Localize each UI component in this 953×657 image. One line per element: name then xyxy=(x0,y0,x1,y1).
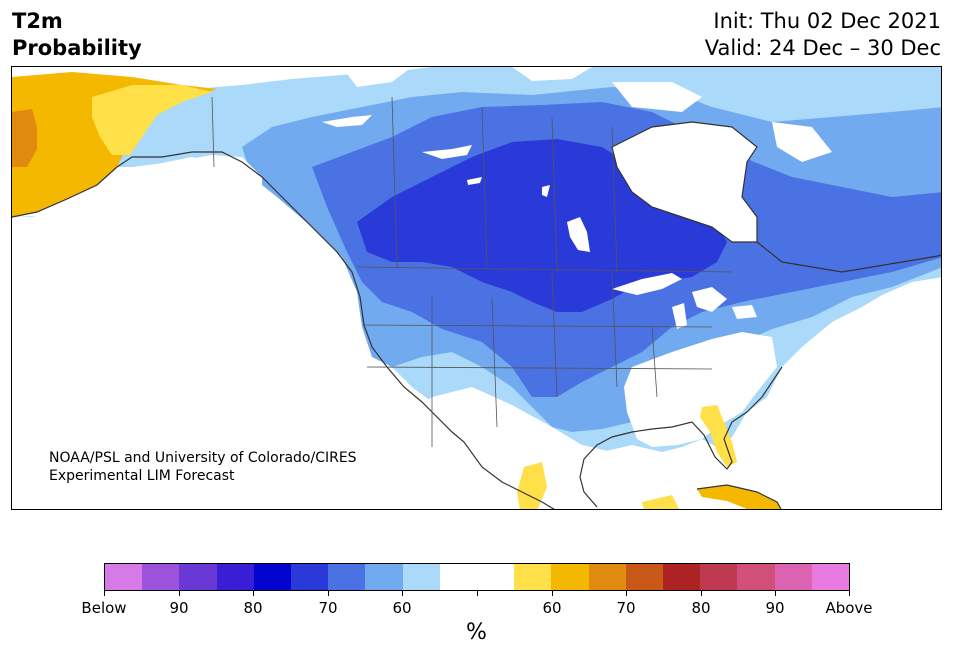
colorbar-tick-label: 70 xyxy=(318,599,338,617)
probability-map xyxy=(11,66,942,510)
great-lakes xyxy=(612,273,757,329)
colorbar-segment xyxy=(402,564,440,590)
arctic-water xyxy=(342,67,832,162)
colorbar-tick-label: 90 xyxy=(765,599,785,617)
title-variable: T2m xyxy=(12,9,63,33)
colorbar-segment xyxy=(625,564,664,590)
colorbar-tick xyxy=(477,591,478,596)
colorbar-unit: % xyxy=(466,620,487,645)
colorbar-tick xyxy=(775,591,776,596)
political-borders xyxy=(211,96,733,447)
colorbar-tick-label: Below xyxy=(81,599,127,617)
colorbar-segment xyxy=(365,564,403,590)
colorbar-tick-label: 80 xyxy=(243,599,263,617)
colorbar-segment xyxy=(514,564,552,590)
forecast-dates: Init: Thu 02 Dec 2021 Valid: 24 Dec – 30… xyxy=(705,8,941,62)
colorbar-segment xyxy=(439,564,478,590)
colorbar-segment xyxy=(774,564,812,590)
colorbar-tick xyxy=(849,591,850,596)
colorbar-segment xyxy=(811,564,850,590)
colorbar-segment xyxy=(663,564,701,590)
neutral-mexico xyxy=(12,387,941,509)
coastlines xyxy=(12,121,941,509)
warm-mexico xyxy=(517,462,547,509)
colorbar-tick-label: Above xyxy=(825,599,873,617)
warm-hispaniola xyxy=(642,495,679,509)
neutral-southeast xyxy=(624,332,777,447)
warm-cuba xyxy=(697,485,781,509)
colorbar-segment xyxy=(179,564,217,590)
colorbar-segment xyxy=(328,564,366,590)
hudson-bay xyxy=(612,122,757,242)
forecast-credit: NOAA/PSL and University of Colorado/CIRE… xyxy=(49,449,357,485)
credit-org: NOAA/PSL and University of Colorado/CIRE… xyxy=(49,450,357,466)
colorbar-tick xyxy=(253,591,254,596)
colorbar-tick xyxy=(104,591,105,596)
warm-alaska-80 xyxy=(12,109,37,167)
colorbar-segment xyxy=(477,564,515,590)
alaska-coastal-white xyxy=(12,155,262,217)
colorbar-tick-label: 80 xyxy=(691,599,711,617)
colorbar-segment xyxy=(291,564,329,590)
colorbar-segment xyxy=(216,564,254,590)
colorbar xyxy=(104,563,850,591)
warm-alaska-60 xyxy=(92,85,212,155)
colorbar-segment xyxy=(551,564,589,590)
colorbar-segment xyxy=(105,564,143,590)
colorbar-ticks xyxy=(104,591,850,597)
map-title: T2m Probability xyxy=(12,8,142,62)
colorbar-segment xyxy=(588,564,626,590)
colorbar-segment xyxy=(253,564,292,590)
colorbar-segment xyxy=(737,564,775,590)
map-canvas xyxy=(12,67,941,509)
colorbar-tick xyxy=(552,591,553,596)
colorbar-tick xyxy=(701,591,702,596)
colorbar-tick xyxy=(179,591,180,596)
colorbar-tick-labels: Below 90 80 70 60 60 70 80 90 Above xyxy=(81,599,872,617)
colorbar-tick-label: 60 xyxy=(392,599,412,617)
colorbar-segment xyxy=(700,564,738,590)
title-quantity: Probability xyxy=(12,36,142,60)
init-date: Init: Thu 02 Dec 2021 xyxy=(713,9,941,33)
colorbar-tick-label: 60 xyxy=(542,599,562,617)
credit-product: Experimental LIM Forecast xyxy=(49,468,235,484)
colorbar-segment xyxy=(142,564,180,590)
colorbar-tick-label: 90 xyxy=(169,599,189,617)
colorbar-tick-label: 70 xyxy=(616,599,636,617)
colorbar-tick xyxy=(626,591,627,596)
colorbar-tick xyxy=(328,591,329,596)
valid-range: Valid: 24 Dec – 30 Dec xyxy=(704,36,941,60)
colorbar-tick xyxy=(402,591,403,596)
